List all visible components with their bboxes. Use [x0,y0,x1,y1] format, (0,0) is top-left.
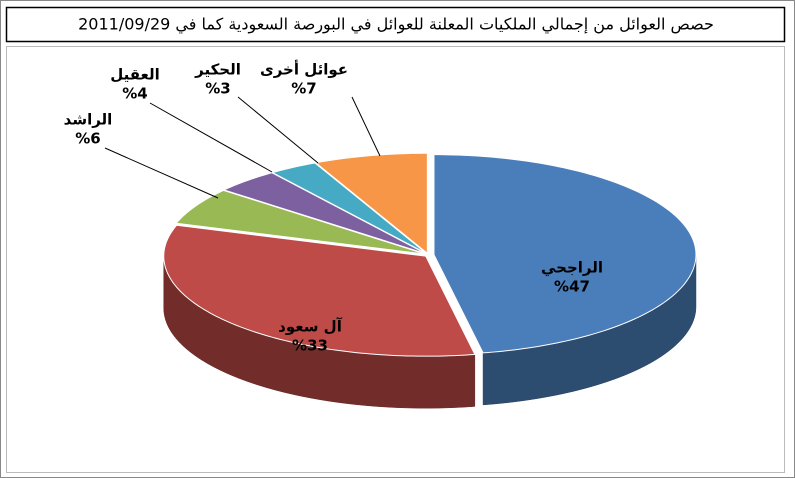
value-label: %3 [205,80,230,98]
category-label: الحكير [194,61,241,79]
slice [222,172,427,255]
slice [271,162,427,254]
value-label: %4 [122,85,147,103]
chart-title: حصص العوائل من إجمالي الملكيات المعلنة ل… [78,15,714,35]
leader-line [104,147,219,199]
slice [163,224,476,357]
category-label: العقيل [110,66,160,84]
leader-line [351,96,381,157]
category-label: آل سعود [278,318,343,336]
category-label: الراجحي [541,259,603,277]
slice [433,154,697,354]
category-label: عوائل أخرى [260,60,348,79]
leader-line [237,96,319,164]
slice [175,189,426,255]
category-label: الراشد [64,111,113,129]
slice [314,152,428,255]
title-box [5,6,786,43]
value-label: %7 [291,80,316,98]
value-label: %47 [554,278,590,296]
leader-line [149,102,273,173]
value-label: %33 [292,337,328,355]
value-label: %6 [75,130,100,148]
plot-border [6,46,785,473]
